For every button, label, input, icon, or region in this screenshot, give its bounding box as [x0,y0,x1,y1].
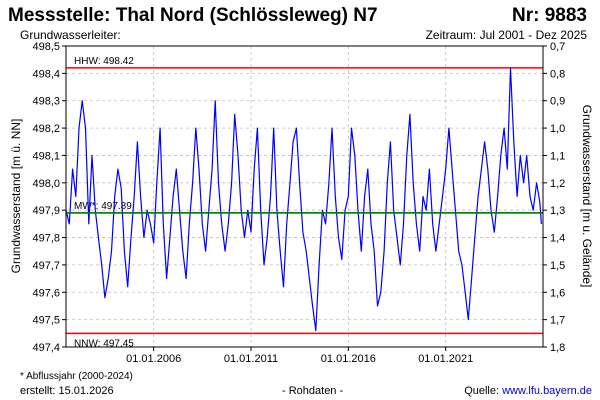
y-tick-label-right: 1,0 [550,123,565,135]
source-label: Quelle: [464,385,503,397]
y-tick-label-left: 498,5 [32,41,60,53]
created-date: erstellt: 15.01.2026 [20,385,114,397]
y-tick-label-right: 0,8 [550,68,565,80]
source-link[interactable]: www.lfu.bayern.de [502,385,592,397]
grid-layer [66,45,543,348]
y-tick-label-right: 1,1 [550,150,565,162]
plot-frame [65,45,544,348]
x-tick-label: 01.01.2006 [126,353,181,365]
y-tick-label-right: 1,6 [550,287,565,299]
y-tick-label-left: 498,4 [32,68,60,80]
y-tick-label-left: 497,6 [32,287,60,299]
chart-title: Messstelle: Thal Nord (Schlössleweg) N7 [8,5,378,26]
series-line [65,67,542,332]
y-axis-label-left: Grundwasserstand [m ü. NN] [9,119,23,274]
y-tick-label-left: 498,3 [32,96,60,108]
aquifer-label: Grundwasserleiter: [20,28,121,42]
y-tick-label-left: 497,8 [32,233,60,245]
y-tick-label-left: 498,2 [32,123,60,135]
source: Quelle: www.lfu.bayern.de [464,385,592,397]
tick-layer: 497,4 1,8 497,5 1,7 497,6 1,6 497,7 1,5 497,8 1,4… [32,41,565,365]
series-layer [65,67,543,332]
reference-label-nnw: NNW: 497.45 [74,338,134,349]
x-tick-label: 01.01.2016 [321,353,376,365]
reference-label-mw: MW*: 497.89 [74,201,132,212]
x-tick-label: 01.01.2021 [418,353,473,365]
reference-lines-layer: HHW: 498.42 MW*: 497.89 NNW: 497.45 [66,56,543,349]
y-tick-label-left: 497,5 [32,315,60,327]
y-tick-label-right: 1,3 [550,205,565,217]
reference-label-hhw: HHW: 498.42 [74,56,134,67]
y-tick-label-right: 1,8 [550,342,565,354]
y-tick-label-right: 0,7 [550,41,565,53]
rawdata-label: - Rohdaten - [282,385,344,397]
y-tick-label-left: 497,7 [32,260,60,272]
y-tick-label-left: 497,9 [32,205,60,217]
y-tick-label-right: 0,9 [550,96,565,108]
y-tick-label-right: 1,7 [550,315,565,327]
y-tick-label-left: 498,0 [32,178,60,190]
y-tick-label-left: 497,4 [32,342,60,354]
station-number: Nr: 9883 [512,5,587,26]
frame-layer [65,45,544,348]
y-tick-label-right: 1,5 [550,260,565,272]
footnote: * Abflussjahr (2000-2024) [20,371,133,382]
y-tick-label-right: 1,4 [550,233,565,245]
y-tick-label-left: 498,1 [32,150,60,162]
y-axis-label-right: Grundwasserstand [m u. Gelände] [580,105,594,288]
period-label: Zeitraum: Jul 2001 - Dez 2025 [425,28,587,42]
y-tick-label-right: 1,2 [550,178,565,190]
x-tick-label: 01.01.2011 [224,353,278,365]
